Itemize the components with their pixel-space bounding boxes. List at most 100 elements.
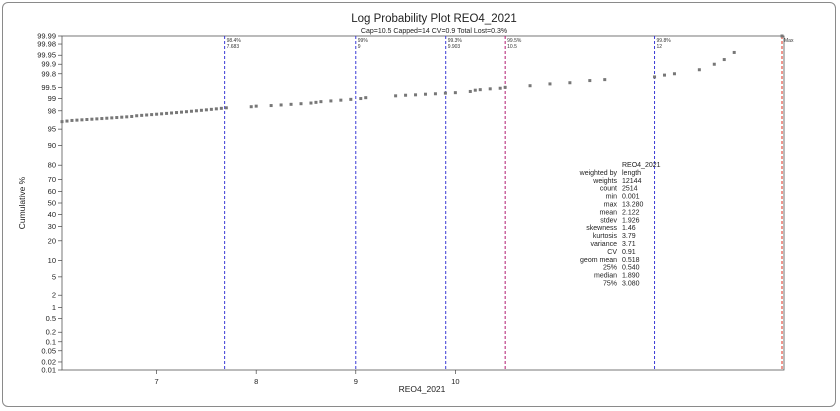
data-point [314,100,318,104]
x-tick-label: 9 [354,377,358,386]
data-point [289,102,293,106]
data-point [349,97,353,101]
data-point [528,84,532,88]
data-point [219,106,223,110]
data-point [568,81,572,85]
y-tick-label: 98 [48,106,56,115]
data-point [697,68,701,72]
percentile-label: 98.4% [227,38,242,44]
x-tick-label: 8 [254,377,258,386]
stat-key: count [600,186,617,193]
data-point [80,118,84,122]
y-tick-label: 5 [52,272,56,281]
y-tick-label: 1 [52,303,56,312]
percentile-value: 7.683 [227,44,240,50]
y-tick-label: 0.1 [46,337,56,346]
y-tick-label: 2 [52,291,56,300]
data-point [155,112,159,116]
stat-value: 2514 [622,186,638,193]
y-tick-label: 0.02 [41,357,56,366]
data-point [329,99,333,103]
data-point [468,89,472,93]
data-point [279,103,283,107]
data-point [249,105,253,109]
data-point [135,114,139,118]
data-point [70,118,74,122]
data-point [653,75,657,79]
y-tick-label: 99.99 [37,32,56,41]
data-point [309,101,313,105]
data-point [404,93,408,97]
stat-key: median [594,273,617,280]
stat-value: 0.518 [622,257,640,264]
stat-key: weights [592,178,617,185]
percentile-label: 99.5% [507,38,522,44]
data-point [125,115,129,119]
stat-value: 1.890 [622,273,640,280]
data-point [95,117,99,121]
y-tick-label: 95 [48,125,56,134]
data-point [503,85,507,89]
percentile-label: 99.3% [448,38,463,44]
y-tick-label: 90 [48,141,56,150]
data-point [60,120,64,124]
data-point [780,34,784,38]
y-tick-label: 0.2 [46,328,56,337]
y-tick-label: 10 [48,256,56,265]
y-tick-label: 50 [48,199,56,208]
data-point [105,116,109,120]
data-point [175,111,179,115]
data-point [603,78,607,82]
data-point [165,111,169,115]
y-axis-label: Cumulative % [17,176,27,229]
y-tick-label: 99.8 [41,69,56,78]
data-point [145,113,149,117]
y-tick-label: 0.5 [46,314,56,323]
stats-title: REO4_2021 [622,162,661,169]
y-tick-label: 40 [48,210,56,219]
stat-key: min [606,194,617,201]
stat-key: mean [599,209,617,216]
stat-key: stdev [600,217,617,224]
data-point [414,93,418,97]
stat-value: 12144 [622,178,642,185]
data-point [209,107,213,111]
data-point [170,111,174,115]
data-point [433,92,437,96]
stat-value: 0.001 [622,194,640,201]
stat-value: 0.91 [622,249,636,256]
percentile-value: 9.903 [448,44,461,50]
stat-value: length [622,170,641,177]
data-point [184,110,188,114]
y-tick-label: 80 [48,161,56,170]
data-point [110,116,114,120]
data-point [254,104,258,108]
data-point [672,72,676,76]
data-point [115,116,119,120]
stat-value: 13.280 [622,202,644,209]
y-tick-label: 99.95 [37,51,56,60]
x-tick-label: 10 [451,377,459,386]
data-point [588,79,592,83]
y-tick-label: 99.98 [37,40,56,49]
percentile-value: 9 [358,44,361,50]
y-tick-label: 99.5 [41,83,56,92]
stat-value: 1.46 [622,225,636,232]
data-point [65,119,69,123]
stat-key: skewness [586,225,617,232]
stat-value: 1.926 [622,217,640,224]
percentile-label: Max [784,38,794,44]
chart-frame [2,2,836,407]
data-point [394,94,398,98]
percentile-value: 10.5 [507,44,517,50]
data-point [199,108,203,112]
data-point [712,62,716,66]
data-point [478,88,482,92]
stat-key: 25% [603,265,617,272]
percentile-value: 12 [657,44,663,50]
y-tick-label: 70 [48,175,56,184]
data-point [75,118,79,122]
data-point [423,92,427,96]
x-axis-label: REO4_2021 [399,384,446,394]
data-point [160,112,164,116]
